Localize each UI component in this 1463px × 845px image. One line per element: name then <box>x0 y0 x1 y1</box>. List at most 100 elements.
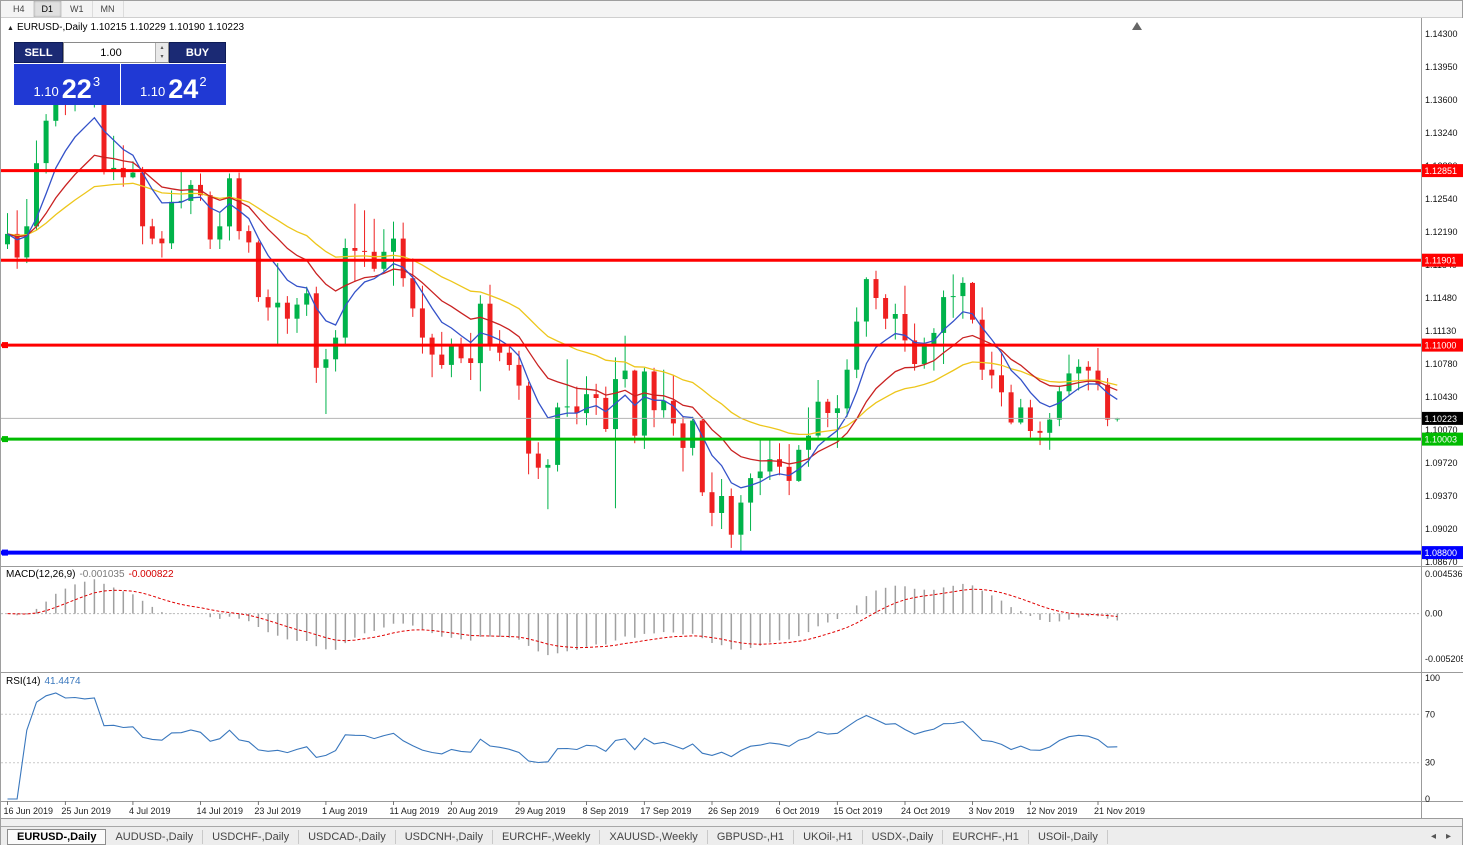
buy-price-pipette: 2 <box>199 74 207 89</box>
tab-scroll-controls: ◂ ▸ <box>1426 831 1462 842</box>
svg-text:12 Nov 2019: 12 Nov 2019 <box>1026 806 1077 816</box>
buy-price-big-digits: 24 <box>168 74 199 104</box>
svg-text:17 Sep 2019: 17 Sep 2019 <box>640 806 691 816</box>
chart-tab-gbpusd-h1[interactable]: GBPUSD-,H1 <box>708 829 795 844</box>
rsi-value: 41.4474 <box>44 676 81 687</box>
svg-text:1.11901: 1.11901 <box>1425 256 1457 266</box>
svg-text:1.12851: 1.12851 <box>1425 166 1458 176</box>
svg-text:1 Aug 2019: 1 Aug 2019 <box>322 806 368 816</box>
sell-button[interactable]: SELL <box>14 42 63 63</box>
svg-text:1.11130: 1.11130 <box>1425 326 1456 336</box>
svg-text:8 Sep 2019: 8 Sep 2019 <box>583 806 629 816</box>
chart-tab-audusd-daily[interactable]: AUDUSD-,Daily <box>106 829 204 844</box>
chart-tab-bar: EURUSD-,Daily AUDUSD-,Daily USDCHF-,Daily U… <box>1 826 1462 845</box>
price-badge <box>1422 411 1463 425</box>
svg-text:1.08800: 1.08800 <box>1425 548 1458 558</box>
chart-tab-eurchf-h1[interactable]: EURCHF-,H1 <box>943 829 1029 844</box>
rsi-name: RSI(14) <box>6 676 41 687</box>
chart-tab-usoil-daily[interactable]: USOil-,Daily <box>1029 829 1108 844</box>
period-button-h4[interactable]: H4 <box>5 1 34 17</box>
svg-text:1.12540: 1.12540 <box>1425 194 1458 204</box>
horizontal-lines-layer[interactable] <box>1 169 1421 556</box>
svg-text:1.10430: 1.10430 <box>1425 392 1458 402</box>
macd-panel-layer <box>1 579 1421 656</box>
ohlc-close: 1.10223 <box>207 22 245 33</box>
svg-text:-0.005205: -0.005205 <box>1425 654 1463 664</box>
svg-text:1.12190: 1.12190 <box>1425 227 1458 237</box>
svg-text:20 Aug 2019: 20 Aug 2019 <box>447 806 498 816</box>
panel-separators <box>1 18 1463 819</box>
svg-text:1.08670: 1.08670 <box>1425 557 1458 567</box>
period-button-w1[interactable]: W1 <box>62 1 93 17</box>
buy-price-quote[interactable]: 1.10 24 2 <box>120 64 226 105</box>
volume-input[interactable] <box>64 43 168 62</box>
chart-tab-xauusd-weekly[interactable]: XAUUSD-,Weekly <box>600 829 708 844</box>
chart-tab-usdx-daily[interactable]: USDX-,Daily <box>863 829 944 844</box>
chart-window: 1.143001.139501.136001.132401.128901.125… <box>1 18 1463 819</box>
chart-info-line: ▲ EURUSD-,Daily 1.10215 1.10229 1.10190 1.102… <box>7 22 247 33</box>
svg-text:1.10003: 1.10003 <box>1425 435 1458 445</box>
svg-text:100: 100 <box>1425 673 1440 683</box>
chart-tab-eurusd-daily[interactable]: EURUSD-,Daily <box>7 828 107 845</box>
price-badges: 1.12851 1.11901 1.11000 1.10003 1.08800 1.102… <box>1422 164 1463 560</box>
tab-scroll-left-icon[interactable]: ◂ <box>1430 831 1436 842</box>
ohlc-low: 1.10190 <box>168 22 205 33</box>
volume-spinner-up-icon[interactable]: ▴ <box>160 44 164 51</box>
tab-scroll-right-icon[interactable]: ▸ <box>1445 831 1451 842</box>
ohlc-high: 1.10229 <box>129 22 166 33</box>
chart-tabs: EURUSD-,Daily AUDUSD-,Daily USDCHF-,Daily U… <box>1 827 1108 845</box>
svg-text:1.13600: 1.13600 <box>1425 95 1458 105</box>
svg-text:1.13240: 1.13240 <box>1425 128 1458 138</box>
svg-text:23 Jul 2019: 23 Jul 2019 <box>254 806 301 816</box>
svg-text:1.09020: 1.09020 <box>1425 524 1458 534</box>
svg-text:0: 0 <box>1425 794 1430 804</box>
svg-text:0.00: 0.00 <box>1425 609 1443 619</box>
timeframe-toolbar: H4 D1 W1 MN <box>1 1 1462 18</box>
svg-text:21 Nov 2019: 21 Nov 2019 <box>1094 806 1145 816</box>
rsi-indicator-label: RSI(14) 41.4474 <box>6 676 81 687</box>
price-badge <box>1422 546 1463 560</box>
svg-text:1.13950: 1.13950 <box>1425 62 1458 72</box>
sell-price-prefix: 1.10 <box>33 84 59 99</box>
volume-field: ▴ ▾ <box>63 42 169 63</box>
svg-text:1.09370: 1.09370 <box>1425 491 1458 501</box>
rsi-panel-layer <box>1 692 1421 800</box>
volume-spinner[interactable]: ▴ ▾ <box>155 43 168 62</box>
one-click-trade-panel: SELL ▴ ▾ BUY 1.10 22 3 1.10 <box>14 42 226 105</box>
chart-tab-usdcad-daily[interactable]: USDCAD-,Daily <box>299 829 396 844</box>
sell-price-big-digits: 22 <box>61 74 92 104</box>
buy-button[interactable]: BUY <box>169 42 226 63</box>
period-button-d1[interactable]: D1 <box>33 1 63 17</box>
chart-symbol-label: EURUSD-,Daily <box>16 22 88 33</box>
svg-text:26 Sep 2019: 26 Sep 2019 <box>708 806 759 816</box>
svg-text:25 Jun 2019: 25 Jun 2019 <box>61 806 111 816</box>
svg-text:16 Jun 2019: 16 Jun 2019 <box>4 806 54 816</box>
chart-shift-marker-icon <box>1132 22 1142 30</box>
svg-text:70: 70 <box>1425 709 1435 719</box>
macd-main-value: -0.001035 <box>79 569 125 580</box>
collapse-trade-panel-icon[interactable]: ▲ <box>7 25 14 32</box>
svg-text:1.10223: 1.10223 <box>1425 414 1458 424</box>
svg-text:0.004536: 0.004536 <box>1425 569 1463 579</box>
period-button-mn[interactable]: MN <box>93 1 124 17</box>
buy-price-prefix: 1.10 <box>139 84 166 99</box>
date-axis: 16 Jun 2019 25 Jun 2019 4 Jul 2019 14 Jul 2… <box>4 801 1145 816</box>
chart-tab-usdchf-daily[interactable]: USDCHF-,Daily <box>203 829 300 844</box>
chart-tab-ukoil-h1[interactable]: UKOil-,H1 <box>794 829 863 844</box>
svg-text:24 Oct 2019: 24 Oct 2019 <box>901 806 950 816</box>
moving-averages-layer <box>7 116 1118 489</box>
candles-layer <box>5 71 1120 554</box>
svg-text:29 Aug 2019: 29 Aug 2019 <box>515 806 566 816</box>
chart-canvas[interactable]: 1.143001.139501.136001.132401.128901.125… <box>1 18 1463 819</box>
svg-text:30: 30 <box>1425 758 1435 768</box>
chart-tab-usdcnh-daily[interactable]: USDCNH-,Daily <box>396 829 493 844</box>
volume-spinner-down-icon[interactable]: ▾ <box>160 54 164 61</box>
svg-text:11 Aug 2019: 11 Aug 2019 <box>390 806 440 816</box>
sell-price-quote[interactable]: 1.10 22 3 <box>14 64 120 105</box>
price-badge <box>1422 164 1463 178</box>
chart-tab-eurchf-weekly[interactable]: EURCHF-,Weekly <box>493 829 601 844</box>
sell-price-pipette: 3 <box>92 74 101 89</box>
svg-text:15 Oct 2019: 15 Oct 2019 <box>833 806 882 816</box>
svg-text:1.09720: 1.09720 <box>1425 458 1458 468</box>
